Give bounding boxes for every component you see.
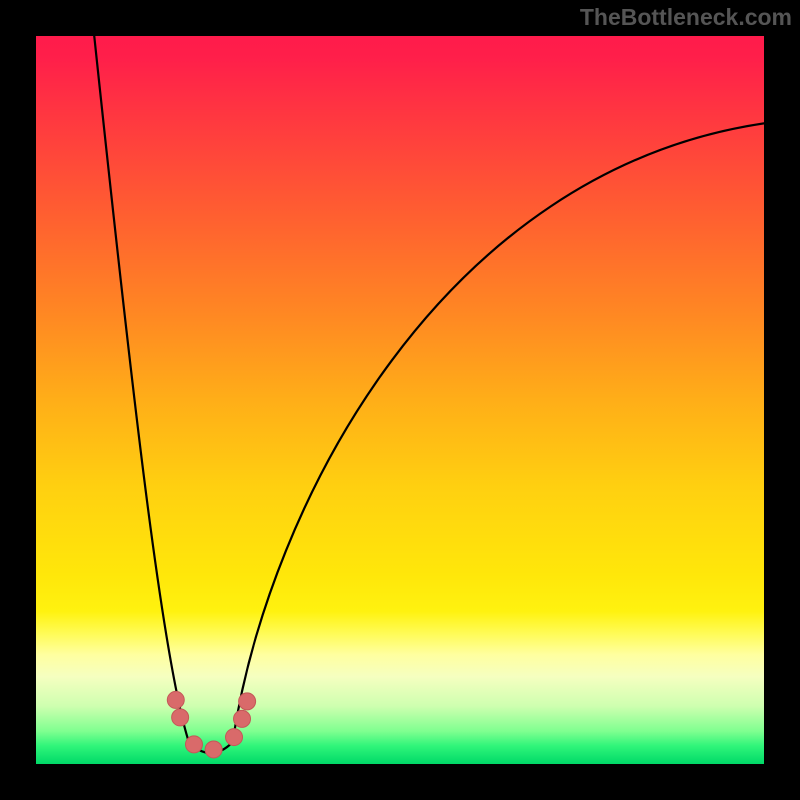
plot-area — [36, 36, 764, 764]
data-marker — [167, 691, 184, 708]
data-marker — [239, 693, 256, 710]
data-marker — [226, 729, 243, 746]
data-markers — [167, 691, 255, 758]
watermark-text: TheBottleneck.com — [580, 4, 792, 31]
chart-outer-frame: TheBottleneck.com — [0, 0, 800, 800]
bottleneck-curve — [36, 36, 764, 764]
data-marker — [205, 741, 222, 758]
data-marker — [185, 736, 202, 753]
data-marker — [234, 710, 251, 727]
data-marker — [172, 709, 189, 726]
curve-path — [94, 36, 764, 753]
